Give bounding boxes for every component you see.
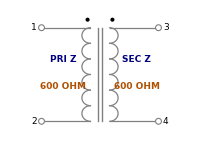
Text: 1: 1 (31, 23, 37, 32)
Circle shape (110, 18, 114, 22)
Text: 2: 2 (31, 117, 37, 126)
Text: SEC Z: SEC Z (122, 55, 151, 64)
Text: 3: 3 (163, 23, 169, 32)
Circle shape (39, 118, 44, 124)
Circle shape (156, 118, 161, 124)
Text: 600 OHM: 600 OHM (40, 82, 86, 91)
Text: 600 OHM: 600 OHM (114, 82, 160, 91)
Text: PRI Z: PRI Z (50, 55, 77, 64)
Circle shape (86, 18, 90, 22)
Circle shape (39, 25, 44, 31)
Text: 4: 4 (163, 117, 169, 126)
Circle shape (156, 25, 161, 31)
